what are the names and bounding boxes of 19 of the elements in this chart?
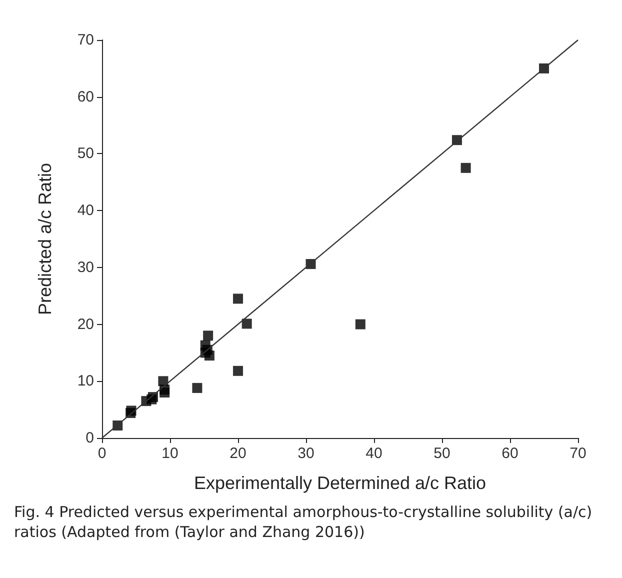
x-tick-label: 0: [98, 445, 106, 462]
x-tick-label: 40: [366, 445, 382, 462]
x-axis-title: Experimentally Determined a/c Ratio: [194, 473, 486, 493]
y-axis-title: Predicted a/c Ratio: [35, 162, 55, 316]
y-tick-label: 20: [77, 316, 94, 333]
x-tick-label: 50: [434, 445, 450, 462]
x-tick-label: 30: [298, 445, 314, 462]
y-tick-label: 40: [77, 202, 94, 220]
caption: Fig. 4 Predicted versus experimental amorphous-to-crystalline solubility (a/c) ratios (Adapted from (Taylor and Zhang 2016)): [13, 502, 594, 544]
y-tick-label: 50: [77, 145, 94, 162]
y-tick-label: 30: [77, 258, 94, 276]
x-tick-label: 70: [570, 445, 586, 462]
y-tick-label: 0: [86, 430, 94, 446]
x-tick-label: 60: [502, 445, 518, 462]
y-tick-label: 70: [77, 32, 94, 48]
y-tick-label: 60: [77, 88, 94, 106]
x-tick-label: 10: [162, 445, 178, 462]
y-tick-label: 10: [77, 372, 94, 390]
x-tick-label: 20: [230, 445, 246, 462]
